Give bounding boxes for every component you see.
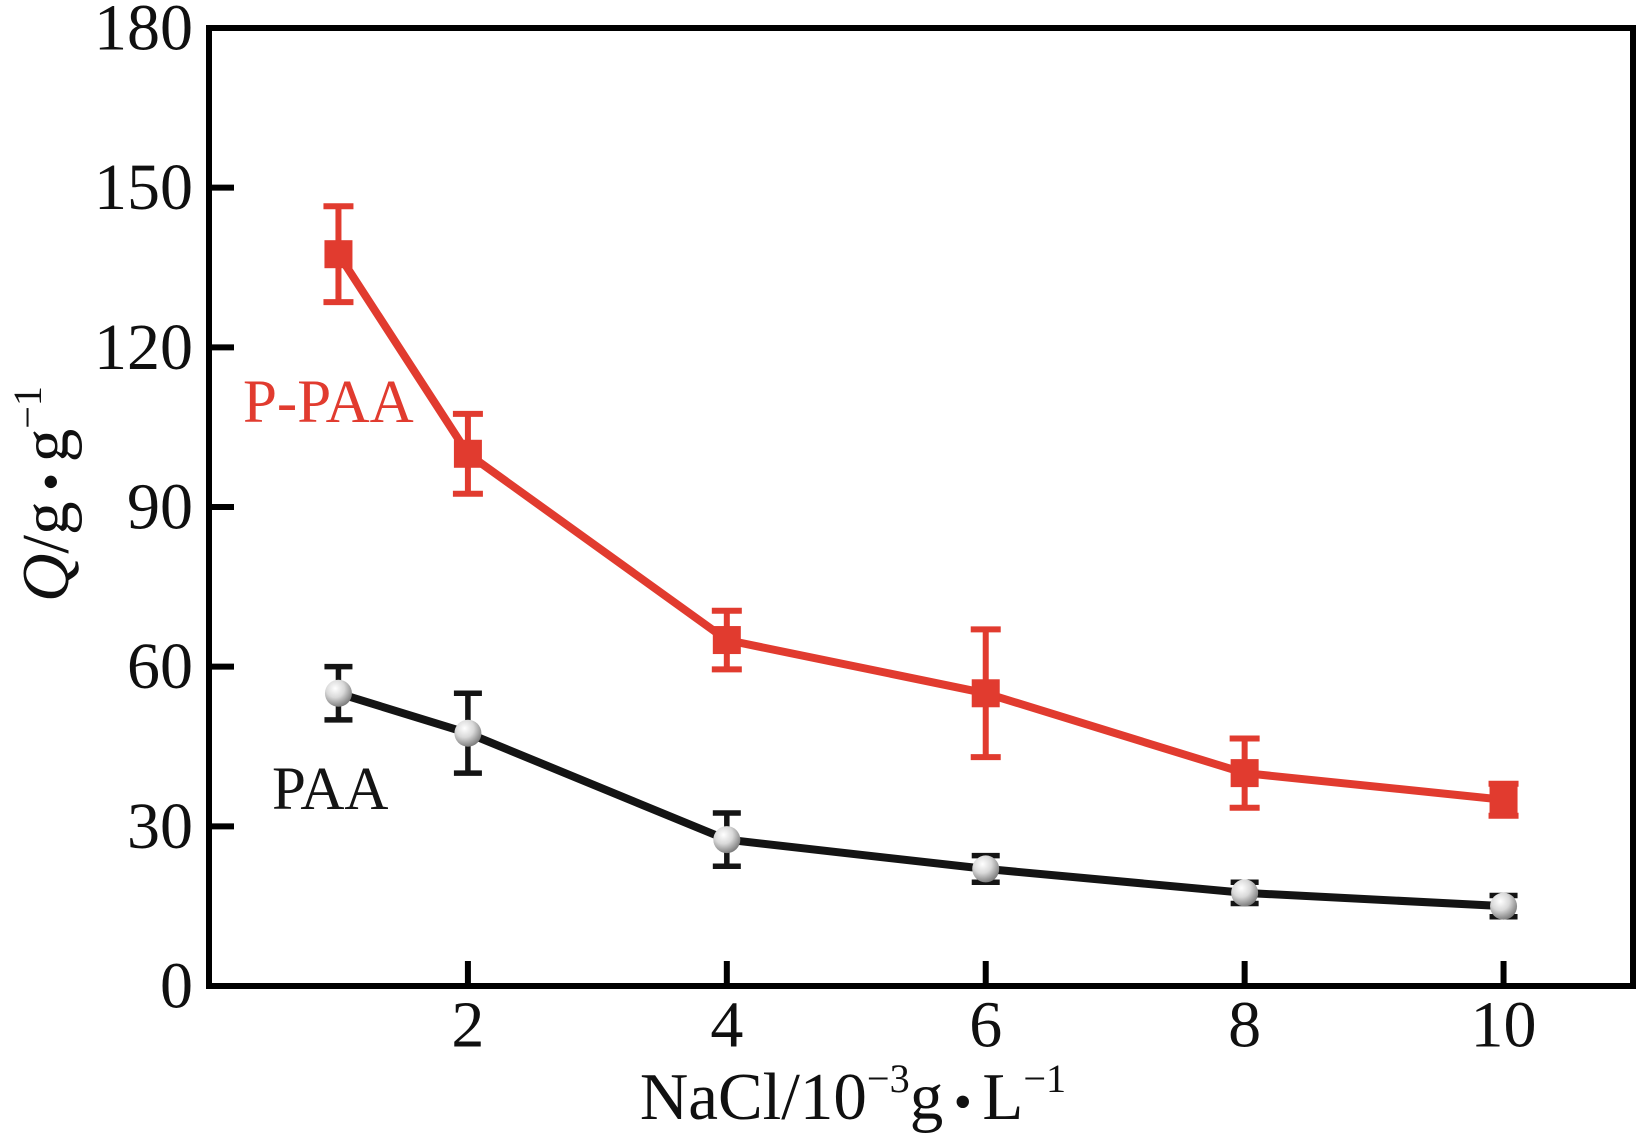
- data-point-paa: [324, 679, 352, 707]
- x-tick-label: 6: [969, 989, 1002, 1062]
- series-label-paa: PAA: [272, 756, 388, 823]
- y-tick-label: 150: [94, 151, 193, 224]
- data-point-paa: [454, 719, 482, 747]
- y-tick-label: 180: [94, 0, 193, 65]
- data-point-p-paa: [1230, 759, 1259, 788]
- plot-border: [206, 25, 1636, 989]
- data-point-paa: [1490, 892, 1518, 920]
- y-axis-title: Q/g • g−1: [5, 386, 83, 602]
- data-point-p-paa: [1489, 785, 1518, 814]
- y-tick-label: 120: [94, 311, 193, 384]
- series-line-p-paa: [335, 252, 1504, 804]
- y-tick-label: 30: [127, 790, 193, 863]
- data-point-p-paa: [712, 626, 741, 655]
- data-point-p-paa: [324, 240, 353, 269]
- x-tick-label: 8: [1228, 989, 1261, 1062]
- series-line-paa: [337, 689, 1504, 911]
- data-point-paa: [713, 826, 741, 854]
- series-label-ppaa: P-PAA: [243, 369, 414, 436]
- y-tick-label: 90: [127, 471, 193, 544]
- data-point-paa: [972, 855, 1000, 883]
- x-tick-label: 10: [1471, 989, 1537, 1062]
- x-tick-label: 2: [451, 989, 484, 1062]
- x-tick-label: 4: [710, 989, 743, 1062]
- data-point-p-paa: [971, 679, 1000, 708]
- y-tick-label: 60: [127, 630, 193, 703]
- y-tick-label: 0: [160, 950, 193, 1023]
- x-axis-title: NaCl/10−3g • L−1: [640, 1056, 1066, 1134]
- data-point-p-paa: [453, 439, 482, 468]
- data-point-paa: [1231, 879, 1259, 907]
